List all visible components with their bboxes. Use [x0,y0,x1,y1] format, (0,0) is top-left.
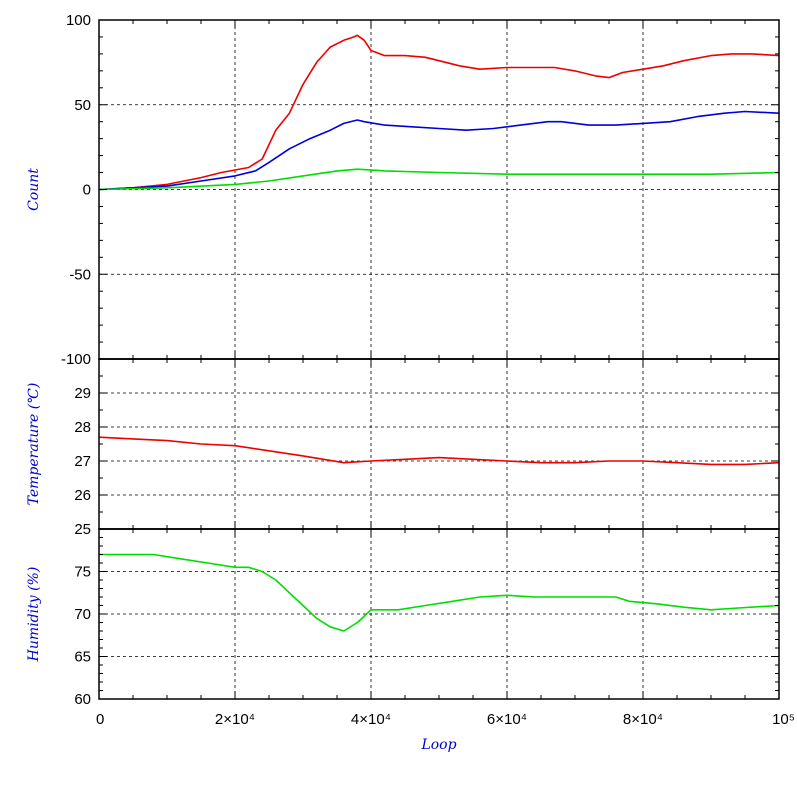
x-axis-title: Loop [420,737,456,753]
y-tick-label: 26 [74,487,91,504]
y-tick-label: 0 [83,182,91,199]
series-line-2-0 [99,553,780,632]
x-tick-label: 0 [96,711,104,728]
y-axis-title: Count [26,168,42,211]
y-tick-label: 29 [74,385,91,402]
x-tick-label: 4×10⁴ [351,711,391,728]
axis-titles: Count Temperature (℃) Humidity (%) Loop [26,168,457,753]
series-line-1-0 [98,436,780,466]
series-line-0-2 [98,168,780,191]
x-tick-label: 8×10⁴ [623,711,663,728]
y-axis-title: Humidity (%) [26,567,42,663]
y-tick-label: 75 [74,564,91,581]
y-tick-label: 60 [74,691,91,708]
ticks-and-labels: -100 -50 0 50 100 25 26 27 28 29 60 65 70 75 0 2×10⁴ 4×1… [61,12,795,728]
grid-lines [99,20,779,699]
series-line-0-0 [98,34,780,191]
y-tick-label: 27 [74,453,91,470]
y-tick-label: 50 [74,97,91,114]
y-tick-label: -50 [69,266,91,283]
x-tick-label: 10⁵ [772,711,795,728]
y-tick-label: 100 [66,12,91,29]
y-axis-title: Temperature (℃) [26,383,42,506]
y-tick-label: 70 [74,606,91,623]
y-tick-label: 25 [74,521,91,538]
x-tick-label: 2×10⁴ [215,711,255,728]
y-tick-label: -100 [61,351,91,368]
y-tick-label: 28 [74,419,91,436]
series-line-0-1 [98,110,780,191]
x-tick-label: 6×10⁴ [487,711,527,728]
y-tick-label: 65 [74,649,91,666]
series-layer [98,34,780,632]
